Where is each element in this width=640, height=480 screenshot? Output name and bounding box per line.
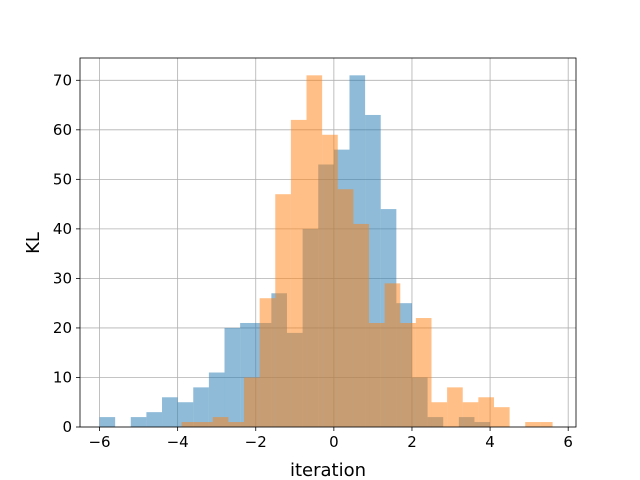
histogram-bar-series-2 bbox=[415, 318, 432, 427]
histogram-bar-series-2 bbox=[275, 194, 291, 427]
histogram-bar-series-2 bbox=[228, 422, 245, 427]
y-tick-label: 50 bbox=[53, 170, 72, 188]
x-tick-label: −6 bbox=[88, 433, 110, 451]
histogram-bar-series-2 bbox=[462, 402, 479, 427]
histogram-bar-series-1 bbox=[130, 417, 147, 427]
histogram-bar-series-2 bbox=[306, 75, 323, 427]
plot-frame bbox=[79, 57, 577, 428]
x-axis-label: iteration bbox=[290, 460, 366, 480]
histogram-bar-series-2 bbox=[212, 417, 229, 427]
y-tick-label: 10 bbox=[53, 368, 72, 386]
bars-layer bbox=[99, 75, 553, 428]
histogram-bar-series-2 bbox=[447, 387, 463, 427]
y-tick-label: 40 bbox=[53, 220, 72, 238]
x-tick-label: 2 bbox=[407, 433, 417, 451]
histogram-bar-series-2 bbox=[353, 223, 370, 427]
x-tick-label: 0 bbox=[329, 433, 339, 451]
y-tick-label: 0 bbox=[62, 418, 72, 436]
histogram-bar-series-2 bbox=[525, 422, 541, 427]
histogram-bar-series-1 bbox=[146, 412, 163, 427]
histogram-bar-series-2 bbox=[290, 119, 307, 427]
x-tick-label: −4 bbox=[167, 433, 189, 451]
histogram-bar-series-1 bbox=[99, 417, 116, 427]
x-tick-label: −2 bbox=[245, 433, 267, 451]
y-tick-label: 20 bbox=[53, 319, 72, 337]
y-tick-label: 70 bbox=[53, 71, 72, 89]
histogram-bar-series-2 bbox=[244, 377, 260, 427]
histogram-bar-series-1 bbox=[193, 387, 209, 427]
y-axis-label: KL bbox=[23, 232, 44, 254]
histogram-bar-series-2 bbox=[369, 322, 385, 427]
histogram-bar-series-2 bbox=[540, 422, 553, 427]
y-tick-label: 60 bbox=[53, 121, 72, 139]
histogram-bar-series-1 bbox=[162, 397, 178, 427]
x-tick-label: 6 bbox=[563, 433, 573, 451]
histogram-bar-series-2 bbox=[384, 283, 401, 427]
histogram-bar-series-2 bbox=[493, 407, 510, 427]
histogram-bar-series-2 bbox=[337, 189, 354, 427]
histogram-bar-series-2 bbox=[431, 402, 448, 427]
histogram-bar-series-2 bbox=[478, 397, 494, 427]
histogram-bar-series-2 bbox=[259, 298, 276, 427]
histogram-bar-series-2 bbox=[400, 322, 416, 427]
histogram-bar-series-2 bbox=[322, 134, 338, 428]
histogram-bar-series-1 bbox=[208, 372, 225, 427]
histogram-bar-series-1 bbox=[177, 402, 194, 427]
histogram-bar-series-2 bbox=[181, 422, 198, 427]
histogram-bar-series-1 bbox=[224, 327, 241, 427]
histogram-bar-series-2 bbox=[197, 422, 213, 427]
y-tick-label: 30 bbox=[53, 269, 72, 287]
x-tick-label: 4 bbox=[485, 433, 495, 451]
